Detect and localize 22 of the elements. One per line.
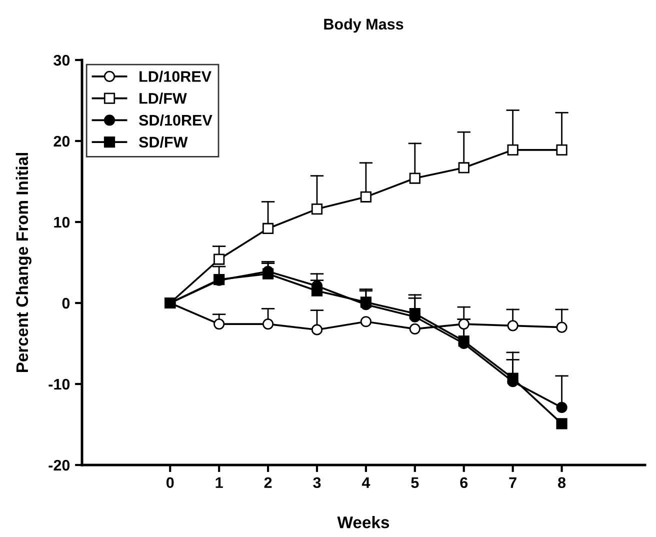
x-tick-label: 7 — [509, 477, 516, 488]
x-tick-label: 4 — [362, 477, 370, 488]
x-tick-label: 6 — [460, 477, 468, 488]
x-axis-title: Weeks — [337, 516, 390, 528]
y-tick-label: -20 — [48, 460, 70, 471]
legend-label: LD/FW — [140, 92, 187, 104]
y-tick-label: 0 — [62, 298, 70, 309]
y-tick-label: 30 — [54, 54, 70, 66]
x-tick-label: 1 — [216, 477, 223, 488]
x-tick-label: 5 — [411, 477, 419, 488]
x-tick-label: 8 — [558, 477, 566, 488]
legend-label: LD/10REV — [140, 70, 212, 82]
y-tick-label: 20 — [54, 136, 70, 147]
x-tick-label: 3 — [313, 477, 321, 488]
y-tick-label: 10 — [54, 216, 70, 228]
legend-label: SD/10REV — [138, 114, 212, 126]
x-tick-label: 0 — [166, 477, 174, 488]
y-axis-title: Percent Change From Initial — [16, 153, 32, 372]
x-tick-label: 2 — [264, 477, 272, 488]
y-tick-label: -10 — [48, 378, 70, 390]
legend-label: SD/FW — [138, 136, 188, 148]
chart-title: Body Mass — [324, 18, 404, 33]
